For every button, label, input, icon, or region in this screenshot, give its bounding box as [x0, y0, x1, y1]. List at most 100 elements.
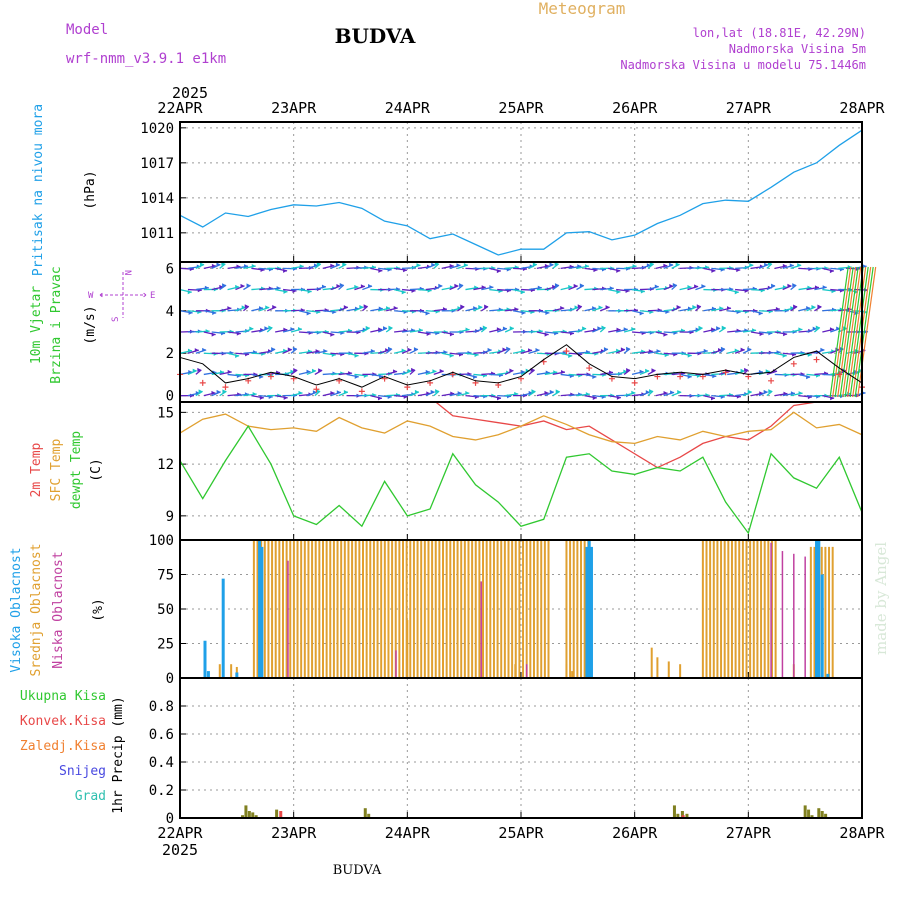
wind-barb-head: [528, 348, 532, 352]
panel-frame: [180, 678, 862, 818]
wind-barb-head: [489, 285, 493, 289]
wind-barb-head: [545, 311, 549, 315]
wind-barb-head: [560, 306, 564, 310]
x-tick-label-bottom: 22APR: [157, 824, 203, 842]
y-tick-label: 50: [157, 602, 174, 618]
plot-area: 1011101410171020024691215025507510000.20…: [140, 99, 885, 842]
x-tick-label-top: 23APR: [271, 99, 317, 117]
temp-label-2: SFC Temp: [49, 439, 64, 502]
y-tick-label: 1020: [140, 121, 174, 137]
wind-barb-head: [617, 396, 621, 400]
wind-barb-head: [759, 311, 763, 315]
wind-barb-head: [688, 354, 692, 358]
x-tick-label-top: 27APR: [726, 99, 772, 117]
y-tick-label: 75: [157, 568, 174, 584]
wind-barb-head: [783, 332, 787, 336]
model-value: wrf-nmm_v3.9.1 e1km: [66, 51, 226, 67]
temp-label-1: 2m Temp: [29, 442, 44, 497]
wind-barb-head: [290, 327, 294, 331]
wind-barb-head: [426, 311, 430, 315]
y-tick-label: 4: [166, 304, 174, 320]
wind-barb-head: [419, 328, 423, 332]
wind-barb-head: [456, 263, 460, 267]
year-bottom: 2025: [162, 841, 198, 859]
wind-barb-head: [561, 370, 565, 374]
wind-barb-head: [640, 312, 644, 316]
compass-rose: W E N S: [88, 270, 155, 322]
y-tick-label: 9: [166, 509, 174, 525]
total-precip-bar: [804, 805, 807, 818]
footer-city: BUDVA: [333, 863, 382, 878]
x-tick-label-top: 26APR: [612, 99, 658, 117]
x-tick-label-top: 28APR: [839, 99, 885, 117]
wind-barb-head: [378, 269, 382, 273]
wind-barb-head: [799, 391, 803, 395]
cloud-label-3: Niska Oblacnost: [51, 551, 66, 668]
wind-barb-head: [284, 396, 288, 400]
y-tick-label: 0: [166, 389, 174, 405]
wind-barb-head: [820, 348, 824, 352]
precip-unit: (mm): [111, 696, 126, 727]
wind-barb-head: [235, 354, 239, 358]
wind-barb-head: [592, 375, 596, 379]
wind-barb-head: [308, 290, 312, 294]
wind-barb-head: [701, 284, 705, 288]
wind-barb-head: [323, 349, 327, 353]
wind-barb-head: [337, 390, 341, 394]
wind-barb-head: [521, 290, 525, 294]
y-tick-label: 15: [157, 405, 174, 421]
cloud-label-1: Visoka Oblacnost: [9, 547, 24, 672]
y-tick-label: 1017: [140, 156, 174, 172]
wind-barb-head: [631, 327, 635, 331]
high-cloud-bar: [260, 547, 263, 678]
cloud-unit: (%): [91, 598, 106, 621]
legend-snijeg: Snijeg: [59, 764, 106, 779]
legend-grad: Grad: [75, 789, 106, 804]
cloud-label-2: Srednja Oblacnost: [29, 543, 44, 676]
product-title: Meteogram: [539, 0, 626, 18]
y-tick-label: 100: [149, 533, 174, 549]
wind-barb-head: [228, 370, 232, 374]
wind-barb-head: [616, 269, 620, 273]
wind-barb-head: [727, 306, 731, 310]
y-tick-label: 1011: [140, 226, 174, 242]
wind-barb-head: [378, 396, 382, 400]
wind-barb-head: [823, 285, 827, 289]
compass-e: E: [150, 291, 155, 301]
y-tick-label: 25: [157, 637, 174, 653]
wind-barb-head: [711, 269, 715, 273]
temp-unit: (C): [89, 458, 104, 481]
wind-barb-head: [464, 263, 468, 267]
high-cloud-bar: [590, 547, 593, 678]
y-tick-label: 0: [166, 671, 174, 687]
wind-barb-head: [355, 354, 359, 358]
wind-barb-head: [663, 333, 667, 337]
temp2m-line: [436, 402, 817, 468]
wind-barb-head: [488, 348, 492, 352]
wind-barb-head: [545, 333, 549, 337]
wind-barb-head: [402, 290, 406, 294]
wind-barb-head: [202, 348, 206, 352]
gust-marker: [814, 357, 820, 363]
wind-barb-head: [657, 349, 661, 353]
y-tick-label: 6: [166, 261, 174, 277]
wind-barb-head: [473, 375, 477, 379]
wind-barb-head: [735, 290, 739, 294]
legend-zaledj: Zaledj.Kisa: [20, 739, 106, 754]
y-tick-label: 0.2: [149, 783, 174, 799]
wind-barb-head: [322, 285, 326, 289]
high-cloud-bar: [204, 641, 207, 678]
gust-marker: [200, 380, 206, 386]
wind-barb-head: [585, 264, 589, 268]
wind-barb-head: [330, 333, 334, 337]
wind-barb-head: [798, 327, 802, 331]
wind-barb-head: [599, 305, 603, 309]
wind-barb-head: [655, 284, 659, 288]
wind-barb-head: [212, 333, 216, 337]
wind-barb-head: [466, 327, 470, 331]
y-tick-label: 2: [166, 346, 174, 362]
wind-barb-head: [188, 290, 192, 294]
wind-barb-head: [536, 348, 540, 352]
compass-w: W: [88, 291, 94, 301]
